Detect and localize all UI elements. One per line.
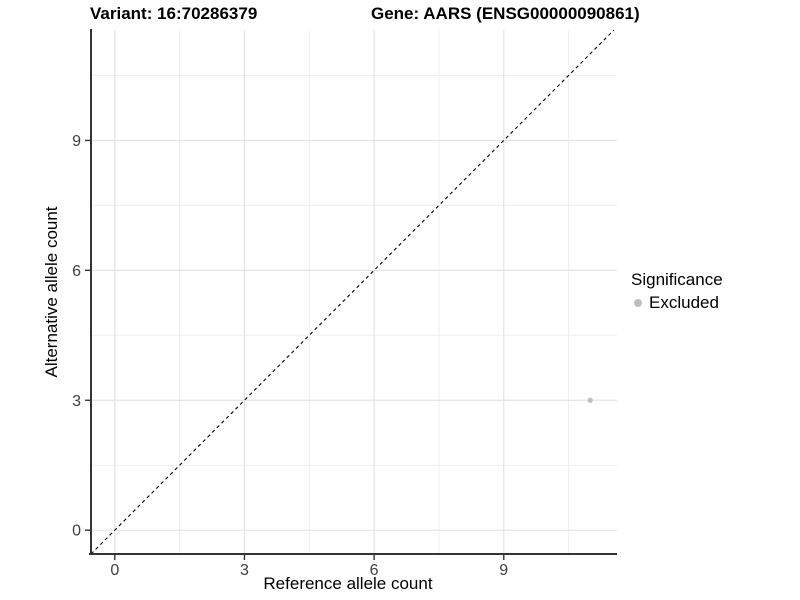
y-tick-label: 0	[72, 523, 81, 540]
plot-title-gene: Gene: AARS (ENSG00000090861)	[371, 4, 640, 23]
legend-items: Excluded	[631, 293, 723, 313]
legend-point-icon	[634, 299, 642, 307]
y-tick-label: 9	[72, 133, 81, 150]
y-axis-title: Alternative allele count	[42, 206, 61, 377]
x-tick-label: 3	[240, 562, 249, 579]
plot-title-variant: Variant: 16:70286379	[90, 4, 258, 23]
x-tick-label: 0	[110, 562, 119, 579]
y-tick-label: 3	[72, 393, 81, 410]
x-tick-label: 9	[499, 562, 508, 579]
identity-line	[90, 29, 615, 555]
legend-item: Excluded	[631, 293, 723, 313]
data-point	[587, 397, 593, 403]
legend: Significance Excluded	[631, 269, 723, 313]
legend-title: Significance	[631, 270, 723, 289]
x-axis-title: Reference allele count	[263, 574, 432, 593]
y-tick-label: 6	[72, 263, 81, 280]
x-tick-label: 6	[370, 562, 379, 579]
legend-item-label: Excluded	[649, 293, 719, 312]
